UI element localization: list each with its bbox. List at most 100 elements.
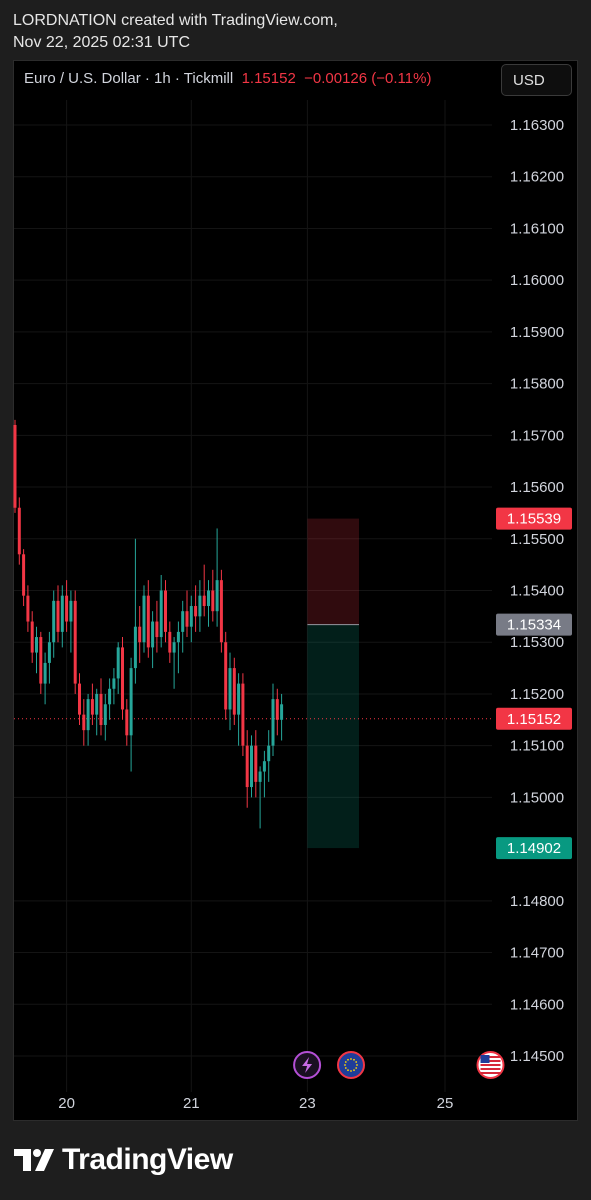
- currency-button[interactable]: USD: [501, 64, 572, 96]
- price-axis-label: 1.15300: [510, 634, 564, 651]
- legend-change: −0.00126 (−0.11%): [304, 70, 432, 87]
- eu-star: [344, 1067, 347, 1069]
- grid-lines: [14, 100, 492, 1092]
- eu-star: [350, 1058, 352, 1060]
- candle-body: [47, 642, 51, 663]
- candle-body: [211, 590, 215, 612]
- candle: [198, 580, 202, 632]
- candle-body: [275, 699, 279, 720]
- candle: [133, 538, 137, 684]
- symbol-legend: Euro / U.S. Dollar · 1h · Tickmill 1.151…: [24, 70, 431, 87]
- candle-body: [237, 683, 241, 715]
- candle-body: [35, 637, 38, 653]
- candle-body: [133, 626, 137, 669]
- candle: [245, 730, 249, 808]
- price-axis-label: 1.15000: [510, 789, 564, 806]
- candle: [129, 657, 133, 772]
- price-axis-label: 1.16000: [510, 272, 564, 289]
- price-tag-last-price: 1.15152: [496, 707, 572, 730]
- candle-body: [159, 590, 163, 638]
- candle-body: [60, 595, 64, 632]
- candle-body: [280, 704, 284, 720]
- candle: [164, 580, 167, 643]
- candle-body: [189, 606, 193, 627]
- candle-body: [232, 668, 236, 715]
- candle: [185, 590, 189, 638]
- candle-body: [56, 600, 60, 632]
- candle-body: [13, 424, 17, 508]
- candle: [219, 569, 223, 653]
- candle: [73, 590, 77, 694]
- price-axis-label: 1.15400: [510, 583, 564, 600]
- tradingview-logo: TradingView: [14, 1143, 233, 1177]
- candle: [202, 564, 206, 617]
- candle: [90, 683, 94, 725]
- us-stripe: [480, 1064, 501, 1066]
- eu-star: [344, 1064, 346, 1066]
- chart-attribution: LORDNATION created with TradingView.com,…: [13, 10, 338, 54]
- lightning-glyph: [302, 1057, 313, 1073]
- candle: [267, 730, 271, 782]
- candle-body: [254, 745, 258, 782]
- candle: [86, 693, 90, 746]
- candle: [52, 590, 56, 658]
- candle: [35, 626, 38, 674]
- price-tag-bg: [496, 613, 572, 636]
- candle-body: [30, 621, 34, 653]
- candle: [215, 528, 219, 627]
- candle-body: [116, 647, 120, 679]
- candle: [116, 642, 120, 694]
- candle: [30, 611, 34, 663]
- candle: [22, 549, 26, 607]
- candle: [258, 766, 262, 829]
- eu-star: [347, 1058, 349, 1061]
- candle: [60, 585, 64, 648]
- candle: [168, 621, 172, 663]
- candle-body: [215, 580, 219, 612]
- price-axis-label: 1.14700: [510, 945, 564, 962]
- candle: [254, 730, 258, 798]
- attribution-timestamp: Nov 22, 2025 02:31 UTC: [13, 34, 190, 51]
- price-tag-bg: [496, 707, 572, 730]
- eu-star: [355, 1067, 358, 1069]
- eu-star: [344, 1061, 347, 1063]
- candle: [224, 631, 228, 720]
- symbol-title: Euro / U.S. Dollar · 1h · Tickmill: [24, 70, 234, 87]
- price-axis-label: 1.16300: [510, 117, 564, 134]
- candle: [155, 600, 159, 653]
- eu-star: [350, 1070, 352, 1072]
- candle: [138, 606, 142, 663]
- candle-body: [73, 600, 77, 684]
- time-axis: 20 21 23 25: [58, 1095, 453, 1112]
- price-axis-label: 1.15600: [510, 479, 564, 496]
- candle: [228, 652, 232, 731]
- price-tag-label: 1.15334: [507, 617, 561, 634]
- price-axis-label: 1.14800: [510, 893, 564, 910]
- time-axis-label: 23: [299, 1095, 316, 1112]
- candle-body: [103, 704, 107, 725]
- us-stripe: [480, 1068, 501, 1070]
- price-axis-label: 1.15700: [510, 427, 564, 444]
- candle-body: [262, 761, 266, 772]
- candle-body: [43, 662, 47, 684]
- candle: [65, 580, 69, 632]
- candle: [176, 621, 180, 674]
- candle-body: [125, 709, 129, 736]
- candle-body: [176, 631, 180, 643]
- eu-star: [353, 1069, 355, 1072]
- candle-body: [224, 642, 228, 710]
- event-icon-ring: [337, 1051, 365, 1079]
- candle: [112, 668, 116, 705]
- us-stripe: [480, 1072, 501, 1074]
- price-tag-label: 1.15152: [507, 711, 561, 728]
- candle-body: [245, 745, 249, 788]
- candle-body: [39, 637, 43, 684]
- eu-flag-icon: [337, 1051, 365, 1079]
- candle-body: [90, 699, 94, 715]
- lightning-icon: [293, 1051, 322, 1079]
- candle: [78, 673, 81, 725]
- candle: [237, 673, 241, 746]
- time-axis-label: 20: [58, 1095, 75, 1112]
- candle: [13, 419, 17, 513]
